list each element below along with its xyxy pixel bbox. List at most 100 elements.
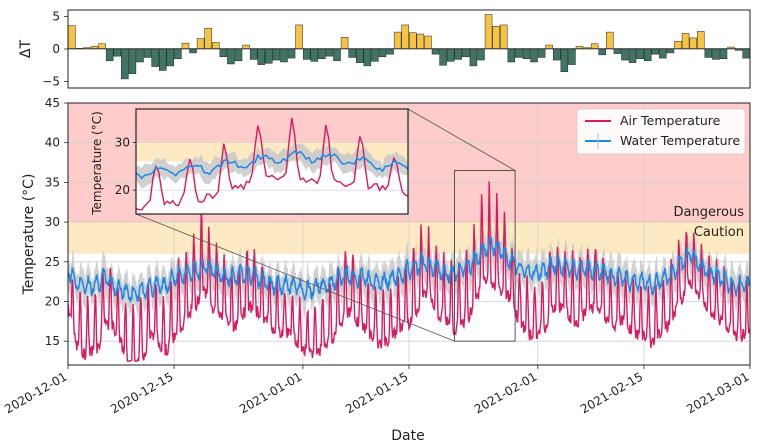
inset-y-tick-label: 30 [115,135,130,149]
delta-bar [553,48,561,61]
delta-bar [492,26,500,50]
delta-bar [704,48,713,58]
main-x-tick-label: 2021-03-01 [684,369,751,416]
delta-bar [666,48,675,54]
main-x-axis-label: Date [391,428,424,444]
inset-air-line [135,117,409,211]
delta-bar [98,43,106,50]
delta-bar [249,48,258,60]
delta-bar [742,48,750,59]
delta-bar [712,48,720,60]
inset-connector-bottom [135,213,455,342]
delta-bar [401,24,409,50]
delta-bar [590,43,599,50]
delta-bar [302,48,311,60]
delta-bar [189,48,197,54]
delta-bar [340,37,349,50]
main-y-axis-label: Temperature (°C) [21,174,37,296]
delta-bar [318,48,326,59]
delta-bar [272,48,281,61]
delta-bar [606,31,614,50]
delta-bar [371,48,379,62]
delta-bar [537,48,546,58]
delta-bar [530,48,538,63]
delta-bar [280,48,288,63]
main-x-tick-label: 2020-12-15 [108,369,175,416]
inset-y-axis-label: Temperature (°C) [90,111,104,216]
delta-bar [151,48,159,67]
zone-label-dangerous: Dangerous [674,205,745,220]
delta-panel: −5 0 5 ΔT [18,9,751,89]
delta-bar [674,40,682,50]
inset-connector-top [407,108,516,171]
delta-bar [310,48,319,62]
delta-bar [158,48,167,71]
delta-bar [257,48,265,65]
delta-bar [363,48,372,67]
main-x-ticks: 2020-12-01 2020-12-15 2021-01-01 2021-01-15… [2,365,752,416]
delta-bar [348,48,356,58]
delta-bar [446,48,455,62]
delta-bar [598,48,606,56]
delta-bar [181,42,190,50]
delta-bar [484,14,493,50]
main-panel: 15 20 25 30 35 40 45 2020-12-01 2020-12-15 2021-… [2,96,751,444]
legend-box [576,108,746,155]
main-y-ticks: 15 20 25 30 35 40 45 [45,96,68,348]
main-x-tick-label: 2021-02-01 [472,369,539,416]
main-y-tick-label: 25 [45,255,60,269]
delta-bar [128,48,137,74]
delta-bar [454,48,462,60]
delta-y-axis-label: ΔT [18,39,34,58]
delta-bar [409,32,417,50]
delta-bar [287,48,296,59]
delta-bar [469,48,478,67]
delta-bar [636,48,644,59]
delta-bar [613,48,622,54]
delta-bar [121,48,129,80]
inset-zone-dangerous [136,109,408,143]
delta-y-tick-label: −5 [42,75,60,89]
delta-bar [507,48,516,63]
zone-label-caution: Caution [694,225,744,240]
main-x-tick-label: 2021-01-01 [237,369,304,416]
delta-bar [196,38,205,50]
delta-bar [628,48,637,63]
delta-y-tick-label: 0 [52,42,60,56]
main-x-tick-label: 2020-12-01 [2,369,69,416]
delta-bar [143,48,152,58]
delta-bar [431,48,440,55]
delta-bar [386,48,394,55]
delta-bar [295,24,303,50]
main-x-tick-label: 2021-01-15 [343,369,410,416]
delta-y-tick-label: 5 [52,10,60,24]
delta-bar [219,48,228,58]
delta-bar [477,48,485,61]
delta-bar [681,33,690,50]
delta-bar [424,35,432,50]
main-y-tick-label: 15 [45,334,60,348]
delta-bar [393,31,402,50]
delta-y-ticks: −5 0 5 [42,10,68,89]
delta-bar [734,48,743,51]
delta-bar [560,48,569,72]
delta-bar [462,48,470,58]
delta-bar [113,48,121,57]
delta-bar [499,24,508,50]
delta-bar [234,48,243,61]
delta-bar [174,48,182,59]
inset-zoom-region [454,170,516,342]
delta-bar [439,48,447,66]
main-y-tick-label: 45 [45,96,60,110]
delta-bar [378,48,387,58]
air-temperature-line [67,181,751,362]
delta-bar [136,48,144,63]
delta-bar [659,48,667,59]
delta-bar [643,48,652,61]
delta-bar [68,25,76,50]
inset-water-line [135,150,409,180]
inset-water-band [136,142,408,189]
